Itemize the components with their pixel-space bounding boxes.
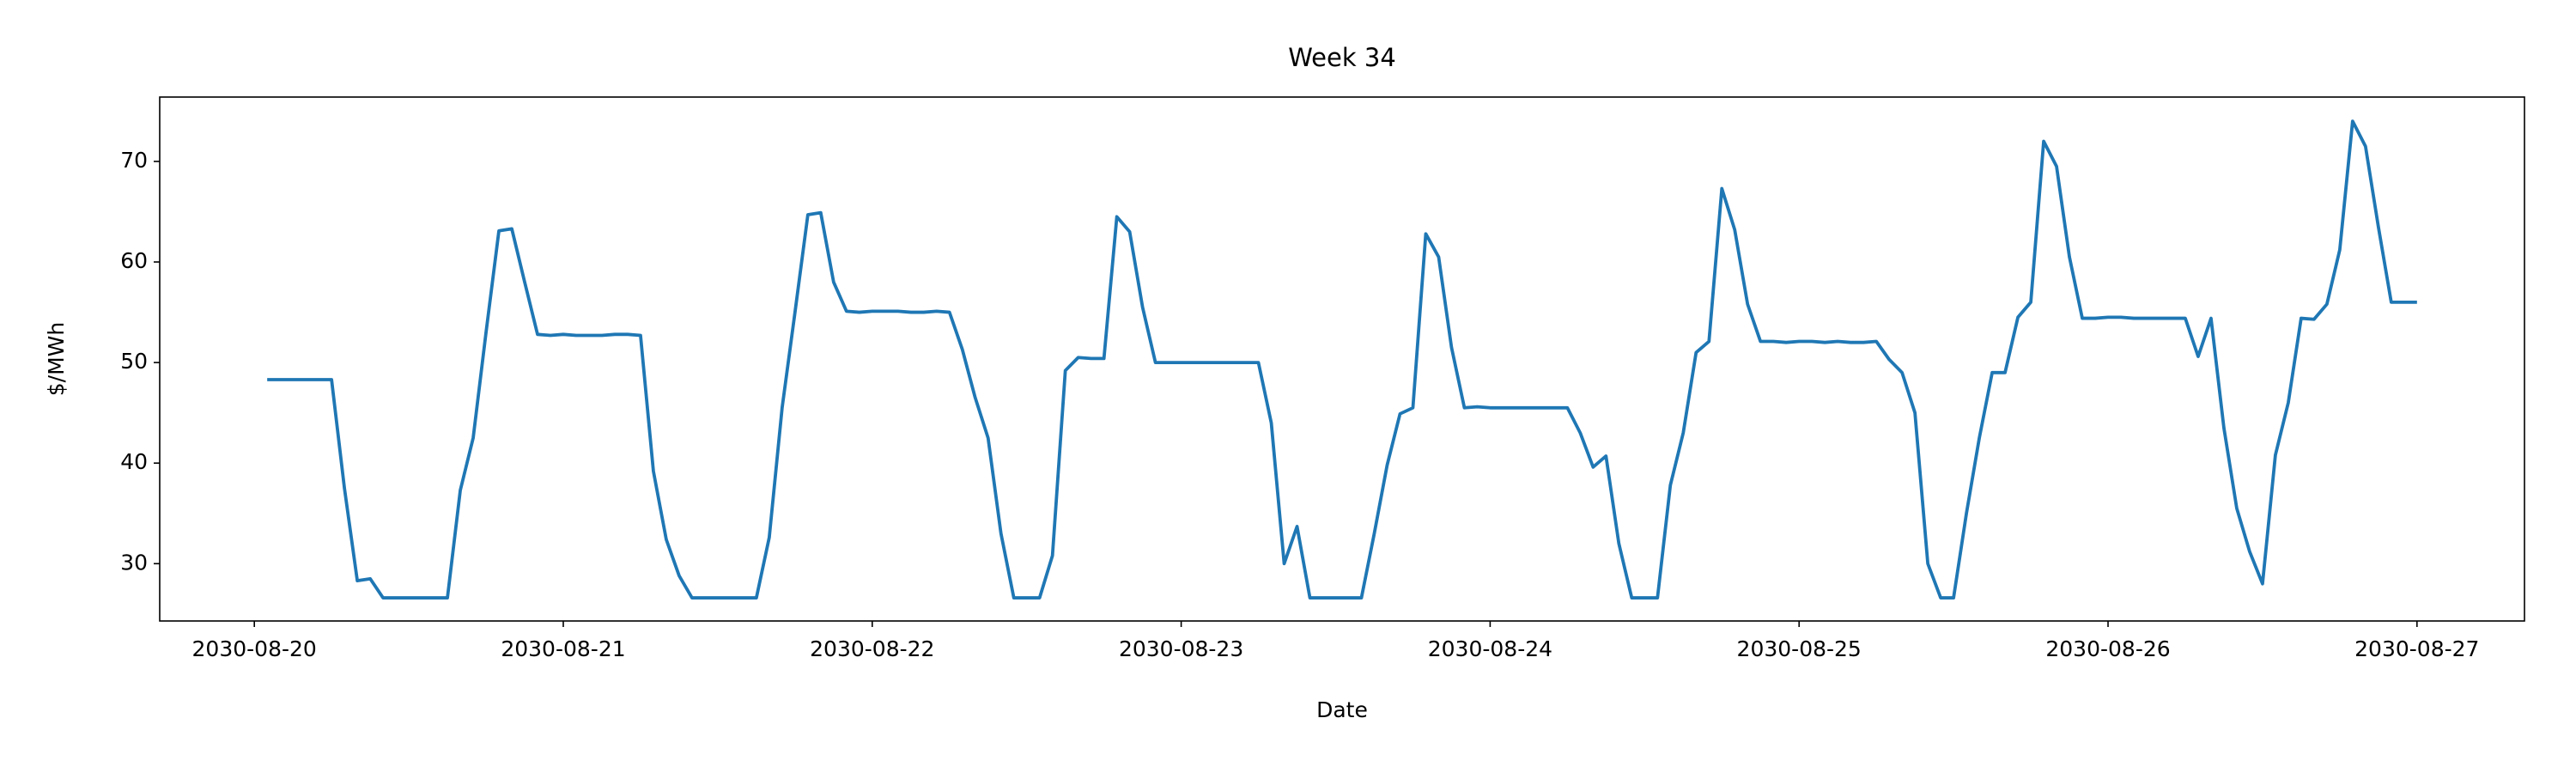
x-tick-label: 2030-08-21 [501,636,625,661]
data-line [267,119,2417,600]
y-tick-label: 50 [120,349,148,374]
x-tick-label: 2030-08-24 [1428,636,1552,661]
x-tick-label: 2030-08-20 [192,636,317,661]
y-tick-label: 70 [120,148,148,173]
x-tick-label: 2030-08-22 [810,636,934,661]
x-tick-label: 2030-08-27 [2354,636,2479,661]
x-axis-label: Date [1316,697,1368,722]
y-axis-label: $/MWh [44,322,69,396]
y-tick-label: 30 [120,550,148,575]
y-tick-label: 40 [120,449,148,474]
chart-title: Week 34 [1288,43,1396,72]
plot-frame [159,96,2525,622]
x-tick-label: 2030-08-25 [1737,636,1862,661]
y-tick-label: 60 [120,248,148,273]
x-tick-label: 2030-08-23 [1119,636,1243,661]
x-tick-label: 2030-08-26 [2045,636,2170,661]
